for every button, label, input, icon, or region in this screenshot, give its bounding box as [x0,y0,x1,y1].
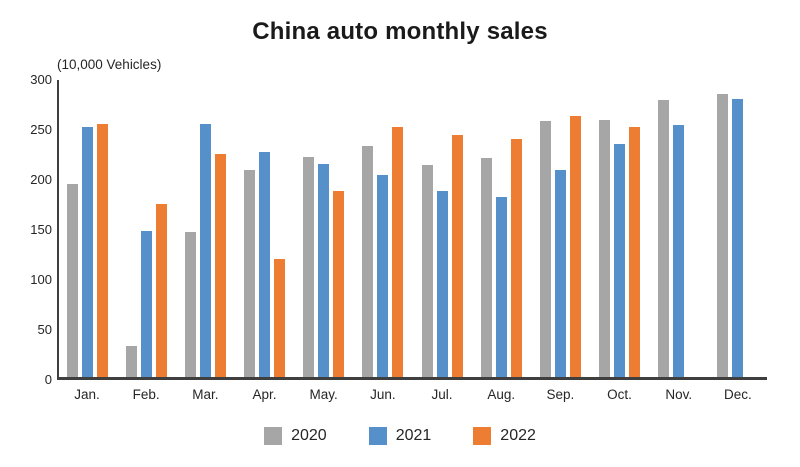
bar-2021-nov [673,125,685,377]
bar-2020-mar [184,232,196,377]
bar-2021-aug [495,197,507,377]
y-tick-50: 50 [37,322,52,337]
x-label-jun: Jun. [370,387,396,402]
month-group-sep: Sep. [539,80,581,402]
x-label-nov: Nov. [665,387,693,402]
month-group-dec: Dec. [717,80,759,402]
month-group-may: May. [303,80,345,402]
month-group-jul: Jul. [421,80,463,402]
x-label-sep: Sep. [546,387,575,402]
x-label-oct: Oct. [607,387,632,402]
bar-2020-jun [362,146,374,377]
bar-2022-may [333,191,345,377]
bar-2020-dec [717,94,729,377]
month-group-mar: Mar. [184,80,226,402]
y-tick-300: 300 [30,72,52,87]
legend-swatch-2021 [368,427,387,445]
bar-2021-feb [140,231,152,377]
bar-2022-aug [510,139,522,377]
plot-area: Jan. Feb. Mar. Apr. May. Jun. Jul. Aug. Sep. Oct.… [57,80,767,402]
bar-2021-oct [614,144,626,377]
bar-2021-may [318,164,330,377]
bar-2022-feb [155,204,167,377]
bar-2022-jun [392,127,404,377]
month-group-jun: Jun. [362,80,404,402]
month-group-aug: Aug. [480,80,522,402]
y-axis-tick-labels: 300 250 200 150 100 50 0 [14,72,52,387]
x-label-mar: Mar. [192,387,219,402]
x-label-feb: Feb. [132,387,160,402]
legend-label-2022: 2022 [500,427,536,444]
bar-2020-oct [599,120,611,377]
legend-item-2020: 2020 [264,427,327,445]
x-label-apr: Apr. [252,387,277,402]
bar-2022-oct [629,127,641,377]
bar-2021-jun [377,175,389,377]
y-tick-0: 0 [44,372,52,387]
legend-label-2020: 2020 [291,427,327,444]
month-group-jan: Jan. [66,80,108,402]
bar-2022-jan [96,124,108,377]
bar-2022-sep [569,116,581,377]
legend-item-2021: 2021 [368,427,432,445]
bar-2021-mar [199,124,211,377]
legend-swatch-2022 [473,427,492,445]
bar-2020-sep [539,121,551,377]
bar-2021-jan [81,127,93,377]
x-label-jan: Jan. [74,387,100,402]
x-label-may: May. [309,387,338,402]
bar-2021-apr [259,152,271,377]
bar-2020-nov [658,100,670,377]
y-axis-unit-label: (10,000 Vehicles) [57,57,162,72]
bar-2020-apr [244,170,256,377]
y-tick-250: 250 [30,122,52,137]
legend-label-2021: 2021 [395,427,432,444]
x-label-dec: Dec. [724,387,752,402]
legend-item-2022: 2022 [473,427,536,445]
bar-groups: Jan. Feb. Mar. Apr. May. Jun. Jul. Aug. Sep. Oct.… [59,80,767,402]
bar-2020-aug [480,158,492,377]
month-group-oct: Oct. [599,80,641,402]
bar-2022-mar [214,154,226,377]
x-label-jul: Jul. [431,387,453,402]
x-label-aug: Aug. [487,387,516,402]
bar-2021-sep [554,170,566,377]
y-tick-100: 100 [30,272,52,287]
bar-2020-jul [421,165,433,377]
y-tick-150: 150 [30,222,52,237]
y-tick-200: 200 [30,172,52,187]
bar-2020-may [303,157,315,377]
bar-2021-jul [436,191,448,377]
bar-2020-jan [66,184,78,377]
legend-swatch-2020 [264,427,283,445]
bar-2022-jul [451,135,463,377]
bar-2020-feb [125,346,137,377]
bar-2021-dec [732,99,744,377]
chart-title: China auto monthly sales [252,18,548,45]
month-group-apr: Apr. [244,80,286,402]
bar-2022-apr [274,259,286,377]
month-group-nov: Nov. [658,80,700,402]
legend: 2020 2021 2022 [0,427,800,445]
month-group-feb: Feb. [125,80,167,402]
